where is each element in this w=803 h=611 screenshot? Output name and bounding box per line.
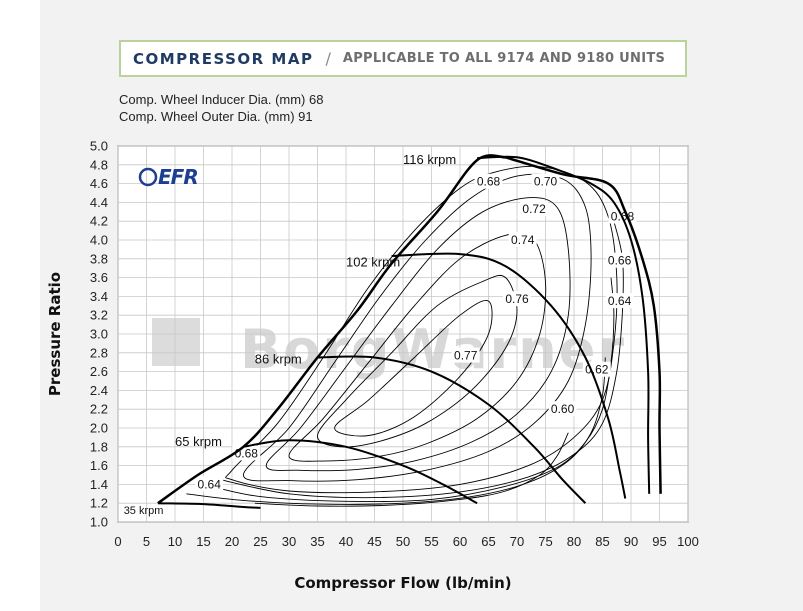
title-banner: COMPRESSOR MAP / APPLICABLE TO ALL 9174 … bbox=[119, 40, 687, 77]
x-tick-label: 15 bbox=[196, 534, 210, 549]
efficiency-contour bbox=[242, 173, 592, 482]
efficiency-label-bg bbox=[605, 293, 634, 309]
y-tick-label: 4.6 bbox=[90, 176, 108, 191]
efficiency-contour bbox=[334, 299, 493, 437]
x-tick-label: 35 bbox=[310, 534, 324, 549]
efficiency-label-bg bbox=[520, 200, 549, 216]
efficiency-label-bg bbox=[195, 476, 224, 492]
x-tick-label: 20 bbox=[225, 534, 239, 549]
efficiency-label: 0.64 bbox=[198, 477, 222, 491]
efficiency-contour bbox=[288, 232, 547, 462]
x-tick-label: 30 bbox=[282, 534, 296, 549]
x-tick-label: 45 bbox=[367, 534, 381, 549]
efficiency-label: 0.68 bbox=[477, 175, 501, 189]
y-tick-label: 2.6 bbox=[90, 364, 108, 379]
watermark-text: BorgWarner bbox=[240, 318, 626, 381]
speed-line-label: 65 krpm bbox=[175, 434, 222, 449]
x-tick-label: 5 bbox=[143, 534, 150, 549]
speed-line-label: 116 krpm bbox=[403, 152, 456, 167]
efficiency-label: 0.62 bbox=[585, 363, 609, 377]
efficiency-label-bg bbox=[531, 173, 560, 189]
x-tick-label: 40 bbox=[339, 534, 353, 549]
efficiency-label: 0.76 bbox=[505, 292, 529, 306]
speed-line bbox=[391, 252, 627, 499]
efficiency-label-bg bbox=[548, 401, 577, 417]
x-tick-label: 50 bbox=[396, 534, 410, 549]
efficiency-contour bbox=[254, 432, 569, 507]
efficiency-label: 0.70 bbox=[534, 175, 558, 189]
x-tick-label: 85 bbox=[595, 534, 609, 549]
y-tick-label: 1.0 bbox=[90, 515, 108, 530]
speed-line-label: 86 krpm bbox=[255, 351, 302, 366]
y-tick-label: 3.8 bbox=[90, 251, 108, 266]
efficiency-label: 0.72 bbox=[522, 202, 546, 216]
choke-line bbox=[505, 156, 662, 494]
x-tick-label: 65 bbox=[481, 534, 495, 549]
efficiency-contour bbox=[265, 197, 571, 472]
x-tick-label: 60 bbox=[453, 534, 467, 549]
x-tick-label: 90 bbox=[624, 534, 638, 549]
surge-line bbox=[157, 154, 506, 505]
y-tick-label: 1.6 bbox=[90, 458, 108, 473]
watermark-emblem bbox=[152, 318, 200, 366]
x-tick-label: 95 bbox=[652, 534, 666, 549]
speed-line bbox=[243, 439, 478, 505]
efr-logo: EFR bbox=[158, 165, 198, 189]
efficiency-label-bg bbox=[508, 232, 537, 247]
efficiency-label-bg bbox=[503, 291, 531, 307]
page-subtitle: APPLICABLE TO ALL 9174 AND 9180 UNITS bbox=[342, 51, 666, 66]
y-tick-label: 2.4 bbox=[90, 383, 108, 398]
y-axis-label: Pressure Ratio bbox=[46, 272, 64, 396]
y-tick-label: 4.4 bbox=[90, 195, 108, 210]
x-tick-label: 0 bbox=[114, 534, 121, 549]
efficiency-label: 0.68 bbox=[235, 446, 259, 460]
efficiency-contour bbox=[203, 277, 615, 503]
x-tick-label: 25 bbox=[253, 534, 267, 549]
speed-line bbox=[477, 155, 651, 494]
y-tick-label: 1.2 bbox=[90, 496, 108, 511]
speed-line bbox=[157, 502, 261, 509]
y-tick-label: 4.2 bbox=[90, 214, 108, 229]
efficiency-label: 0.64 bbox=[608, 294, 632, 308]
title-separator: / bbox=[325, 49, 331, 68]
efr-logo-swirl-icon bbox=[138, 167, 158, 187]
y-tick-label: 5.0 bbox=[90, 139, 108, 154]
x-tick-label: 75 bbox=[538, 534, 552, 549]
efficiency-label-bg bbox=[474, 173, 503, 189]
page-title: COMPRESSOR MAP bbox=[133, 49, 314, 68]
y-tick-label: 2.0 bbox=[90, 421, 108, 436]
speed-line-label: 35 krpm bbox=[124, 505, 164, 517]
spec-inducer: Comp. Wheel Inducer Dia. (mm) 68 bbox=[119, 92, 324, 107]
efficiency-contour bbox=[317, 274, 518, 448]
speed-line bbox=[317, 355, 587, 504]
speed-line-label: 102 krpm bbox=[346, 255, 400, 270]
x-tick-label: 10 bbox=[168, 534, 182, 549]
efficiency-label: 0.60 bbox=[551, 402, 575, 416]
y-tick-label: 4.8 bbox=[90, 157, 108, 172]
efficiency-contour bbox=[225, 165, 618, 494]
efficiency-contour bbox=[186, 357, 606, 505]
y-tick-label: 3.2 bbox=[90, 308, 108, 323]
x-axis-label: Compressor Flow (lb/min) bbox=[294, 574, 511, 592]
y-tick-label: 3.4 bbox=[90, 289, 108, 304]
y-tick-label: 2.2 bbox=[90, 402, 108, 417]
y-tick-label: 4.0 bbox=[90, 233, 108, 248]
y-tick-label: 2.8 bbox=[90, 345, 108, 360]
x-tick-label: 80 bbox=[567, 534, 581, 549]
spec-outer: Comp. Wheel Outer Dia. (mm) 91 bbox=[119, 109, 313, 124]
x-tick-label: 70 bbox=[510, 534, 524, 549]
efficiency-label: 0.66 bbox=[608, 254, 632, 268]
efficiency-label: 0.77 bbox=[454, 349, 478, 363]
x-tick-label: 55 bbox=[424, 534, 438, 549]
x-tick-label: 100 bbox=[677, 534, 699, 549]
efficiency-label: 0.74 bbox=[511, 233, 535, 247]
efficiency-label-bg bbox=[605, 252, 634, 268]
y-tick-label: 1.4 bbox=[90, 477, 108, 492]
y-tick-label: 1.8 bbox=[90, 439, 108, 454]
y-tick-label: 3.6 bbox=[90, 270, 108, 285]
y-tick-label: 3.0 bbox=[90, 327, 108, 342]
efficiency-label-bg bbox=[451, 347, 480, 363]
